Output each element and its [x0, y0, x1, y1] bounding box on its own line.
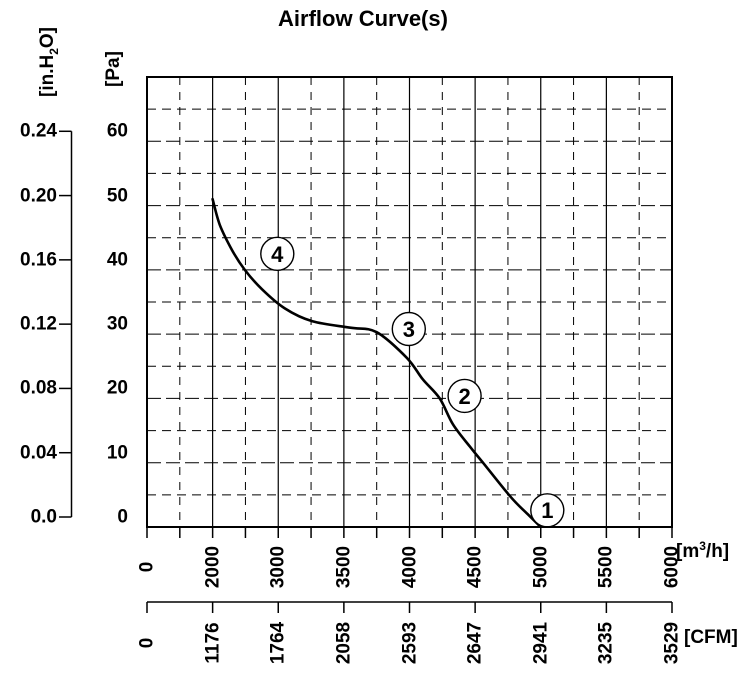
m3h-tick-label-5000: 5000	[530, 545, 552, 589]
m3h-unit-sup: 3	[699, 538, 706, 553]
inh2o-tick-label-0.16: 0.16	[20, 249, 57, 271]
inh2o-tick-label-0.04: 0.04	[20, 442, 57, 464]
cfm-tick-label-2647: 2647	[464, 621, 486, 665]
curve-marker-circle-2	[447, 378, 482, 414]
x-axis-cfm-unit-label: [CFM]	[684, 627, 738, 648]
cfm-tick-label-1764: 1764	[267, 621, 289, 665]
curve-marker-label-4: 4	[271, 241, 284, 267]
cfm-tick-label-2941: 2941	[530, 621, 552, 665]
airflow-curve	[211, 197, 543, 529]
cfm-tick-label-2058: 2058	[333, 621, 355, 665]
inh2o-tick-label-0.08: 0.08	[20, 377, 57, 399]
cfm-tick-label-1176: 1176	[202, 622, 224, 664]
inh2o-tick-label-0.24: 0.24	[20, 120, 57, 142]
m3h-unit-pre: [m	[676, 541, 700, 563]
m3h-tick-label-5500: 5500	[595, 545, 617, 589]
m3h-tick-label-0: 0	[136, 561, 158, 573]
plot-border	[146, 76, 673, 528]
inh2o-tick-label-0.20: 0.20	[20, 185, 57, 207]
cfm-tick-label-0: 0	[136, 637, 158, 649]
cfm-tick-label-3235: 3235	[595, 621, 617, 665]
curve-marker-label-1: 1	[541, 498, 554, 524]
m3h-tick-label-4500: 4500	[464, 545, 486, 589]
pa-tick-label-60: 60	[106, 120, 128, 142]
inh2o-tick-label-0.0: 0.0	[30, 506, 57, 528]
inh2o-tick-label-0.12: 0.12	[20, 313, 57, 335]
cfm-tick-label-2593: 2593	[399, 621, 420, 665]
m3h-tick-label-3000: 3000	[267, 545, 289, 589]
curve-marker-circle-4	[260, 236, 295, 272]
m3h-tick-label-6000: 6000	[661, 545, 683, 589]
m3h-unit-post: /h]	[705, 541, 730, 563]
curve-marker-label-3: 3	[402, 317, 415, 342]
pa-tick-label-40: 40	[106, 249, 128, 271]
pa-tick-label-0: 0	[117, 506, 128, 528]
x-axis-m3h-unit-label: [m3/h]	[676, 539, 729, 563]
chart-title: Airflow Curve(s)	[278, 6, 448, 31]
m3h-tick-label-3500: 3500	[333, 545, 355, 589]
m3h-tick-label-2000: 2000	[202, 545, 224, 589]
curve-marker-circle-3	[391, 311, 426, 347]
m3h-tick-label-4000: 4000	[399, 545, 420, 589]
pa-tick-label-20: 20	[106, 377, 128, 399]
curve-marker-label-2: 2	[458, 383, 471, 409]
pa-tick-label-10: 10	[106, 442, 128, 464]
pa-tick-label-30: 30	[106, 313, 128, 335]
cfm-tick-label-3529: 3529	[661, 621, 683, 665]
pa-tick-label-50: 50	[106, 185, 128, 207]
